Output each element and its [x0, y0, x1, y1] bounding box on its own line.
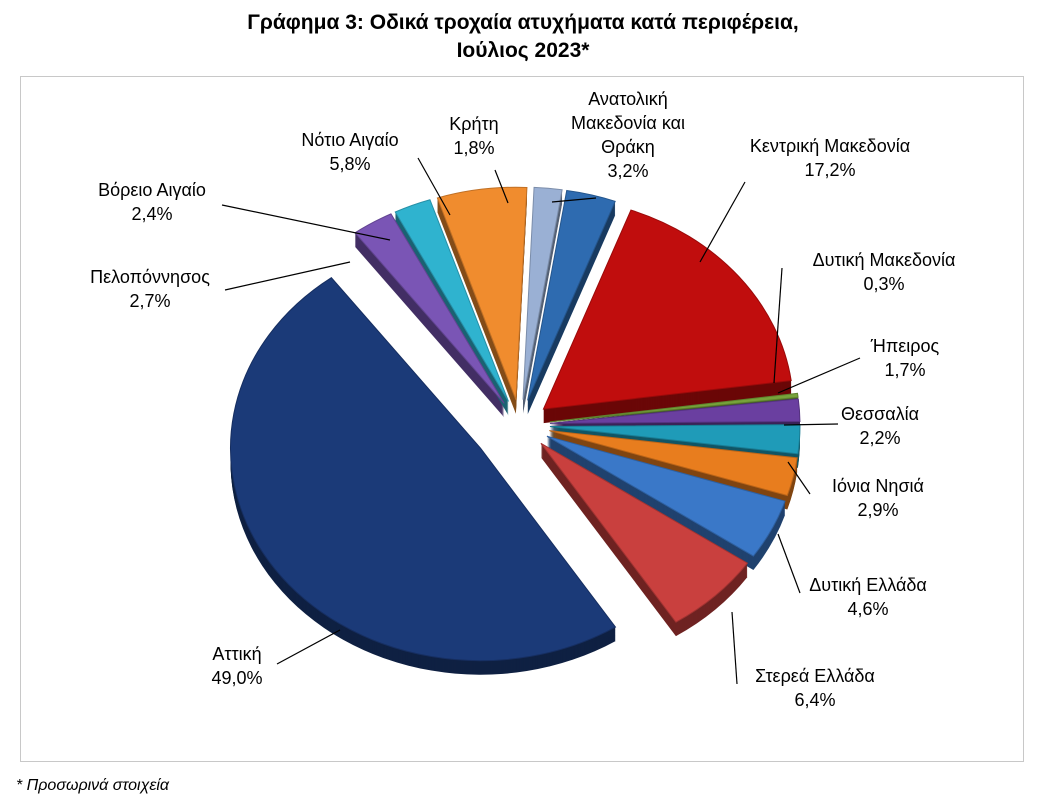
- slice-value-9: 2,7%: [129, 291, 170, 311]
- leader-line-0: [551, 197, 597, 203]
- pie-slice-0: [527, 189, 616, 401]
- slice-value-4: 2,2%: [859, 428, 900, 448]
- slice-label-9: Πελοπόννησος 2,7%: [90, 267, 210, 311]
- slice-value-3: 1,7%: [884, 360, 925, 380]
- leader-line-2: [773, 267, 783, 384]
- leader-line-12: [494, 169, 509, 204]
- pie-slice-2: [549, 392, 799, 423]
- slice-value-8: 49,0%: [211, 668, 262, 688]
- slice-value-5: 2,9%: [857, 500, 898, 520]
- pie-slice-8: [230, 277, 617, 662]
- slice-label-11: Νότιο Αιγαίο 5,8%: [301, 130, 398, 174]
- pie-slice-11: [436, 186, 528, 400]
- slice-label-7: Στερεά Ελλάδα 6,4%: [755, 666, 875, 710]
- slice-label-5: Ιόνια Νησιά 2,9%: [832, 476, 924, 520]
- slice-label-2: Δυτική Μακεδονία 0,3%: [813, 250, 956, 294]
- slice-value-11: 5,8%: [329, 154, 370, 174]
- pie-slice-12: [522, 186, 563, 400]
- chart-title-line-2: Ιούλιος 2023*: [456, 39, 590, 62]
- slice-label-3: Ήπειρος 1,7%: [870, 336, 940, 380]
- slice-label-1: Κεντρική Μακεδονία 17,2%: [750, 136, 910, 180]
- slice-label-8: Αττική 49,0%: [211, 644, 262, 688]
- pie-slice-6: [546, 435, 786, 557]
- leader-line-6: [777, 533, 801, 594]
- pie-slice-3: [549, 398, 801, 424]
- slice-label-6: Δυτική Ελλάδα 4,6%: [809, 575, 927, 619]
- chart-title-line-1: Γράφημα 3: Οδικά τροχαία ατυχήματα κατά …: [247, 11, 799, 34]
- slice-label-10: Βόρειο Αιγαίο 2,4%: [98, 180, 206, 224]
- leader-line-5: [787, 461, 811, 495]
- slice-label-12: Κρήτη 1,8%: [449, 114, 498, 158]
- slice-value-10: 2,4%: [131, 204, 172, 224]
- footnote: * Προσωρινά στοιχεία: [16, 777, 170, 794]
- leader-line-4: [783, 423, 839, 426]
- pie-slice-1: [542, 209, 792, 410]
- slice-value-12: 1,8%: [453, 138, 494, 158]
- pie-slice-10: [394, 199, 509, 402]
- slice-value-0: 3,2%: [607, 161, 648, 181]
- slice-value-1: 17,2%: [804, 160, 855, 180]
- chart-frame: [20, 76, 1024, 762]
- leader-line-9: [224, 261, 351, 291]
- leader-line-10: [221, 204, 391, 241]
- leader-line-7: [731, 611, 738, 685]
- slice-value-7: 6,4%: [794, 690, 835, 710]
- pie-slice-7: [540, 442, 749, 623]
- leader-line-3: [777, 357, 861, 394]
- slice-label-0: Ανατολική Μακεδονία και Θράκη 3,2%: [571, 89, 685, 181]
- slice-value-6: 4,6%: [847, 599, 888, 619]
- slice-value-2: 0,3%: [863, 274, 904, 294]
- pie-slice-5: [549, 430, 798, 497]
- slice-label-4: Θεσσαλία 2,2%: [841, 404, 919, 448]
- leader-line-11: [417, 157, 451, 216]
- leader-line-8: [276, 629, 341, 665]
- leader-line-1: [699, 181, 746, 263]
